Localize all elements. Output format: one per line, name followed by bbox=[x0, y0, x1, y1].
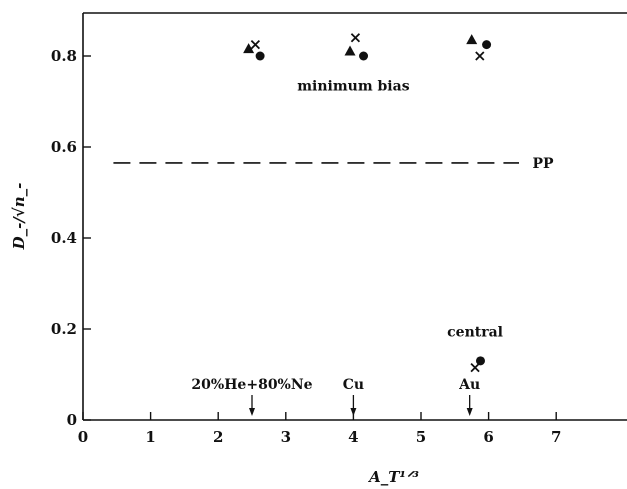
data-point-circle bbox=[359, 51, 369, 61]
annotation-text: central bbox=[447, 324, 503, 340]
y-tick-label: 0.6 bbox=[51, 138, 77, 156]
annotation-text: minimum bias bbox=[297, 79, 409, 95]
y-ticks: 0 0.2 0.4 0.6 0.8 bbox=[51, 47, 91, 429]
element-arrow-label: Cu bbox=[343, 377, 364, 393]
data-point-triangle bbox=[243, 43, 255, 54]
x-tick-label: 1 bbox=[145, 428, 155, 446]
data-points bbox=[243, 33, 492, 373]
x-tick-label: 2 bbox=[213, 428, 223, 446]
x-tick-label: 3 bbox=[281, 428, 291, 446]
data-point-triangle bbox=[344, 45, 356, 56]
data-point-x bbox=[350, 33, 361, 43]
data-point-circle bbox=[475, 356, 485, 366]
data-point-triangle bbox=[466, 34, 478, 45]
x-axis-title: A_T¹ᐟ³ bbox=[367, 468, 419, 486]
data-point-x bbox=[250, 39, 261, 50]
x-tick-label: 6 bbox=[483, 428, 493, 446]
y-tick-label: 0.8 bbox=[51, 47, 77, 65]
y-axis-title: D_-/√n_- bbox=[10, 183, 28, 251]
arrow-head bbox=[466, 408, 473, 416]
element-arrows: 20%He+80%Ne Cu Au bbox=[191, 377, 480, 416]
element-arrow-label: 20%He+80%Ne bbox=[191, 377, 312, 393]
y-tick-label: 0.4 bbox=[51, 229, 77, 247]
data-point-x bbox=[470, 363, 480, 373]
annotations: minimum bias central bbox=[297, 79, 503, 341]
element-arrow-label: Au bbox=[458, 377, 480, 393]
data-point-circle bbox=[255, 51, 265, 61]
data-point-x bbox=[475, 51, 485, 61]
y-tick-label: 0 bbox=[67, 411, 77, 429]
pp-reference-label: PP bbox=[533, 156, 555, 172]
x-ticks: 0 1 2 3 4 5 6 7 bbox=[78, 412, 561, 446]
arrow-head bbox=[350, 408, 357, 416]
x-tick-label: 4 bbox=[348, 428, 358, 446]
data-point-circle bbox=[482, 40, 492, 50]
plot-frame bbox=[82, 12, 627, 421]
y-tick-label: 0.2 bbox=[51, 320, 77, 338]
x-tick-label: 7 bbox=[551, 428, 561, 446]
x-tick-label: 5 bbox=[416, 428, 426, 446]
arrow-head bbox=[249, 408, 255, 416]
reference-lines: PP bbox=[113, 156, 554, 172]
x-tick-label: 0 bbox=[78, 428, 88, 446]
